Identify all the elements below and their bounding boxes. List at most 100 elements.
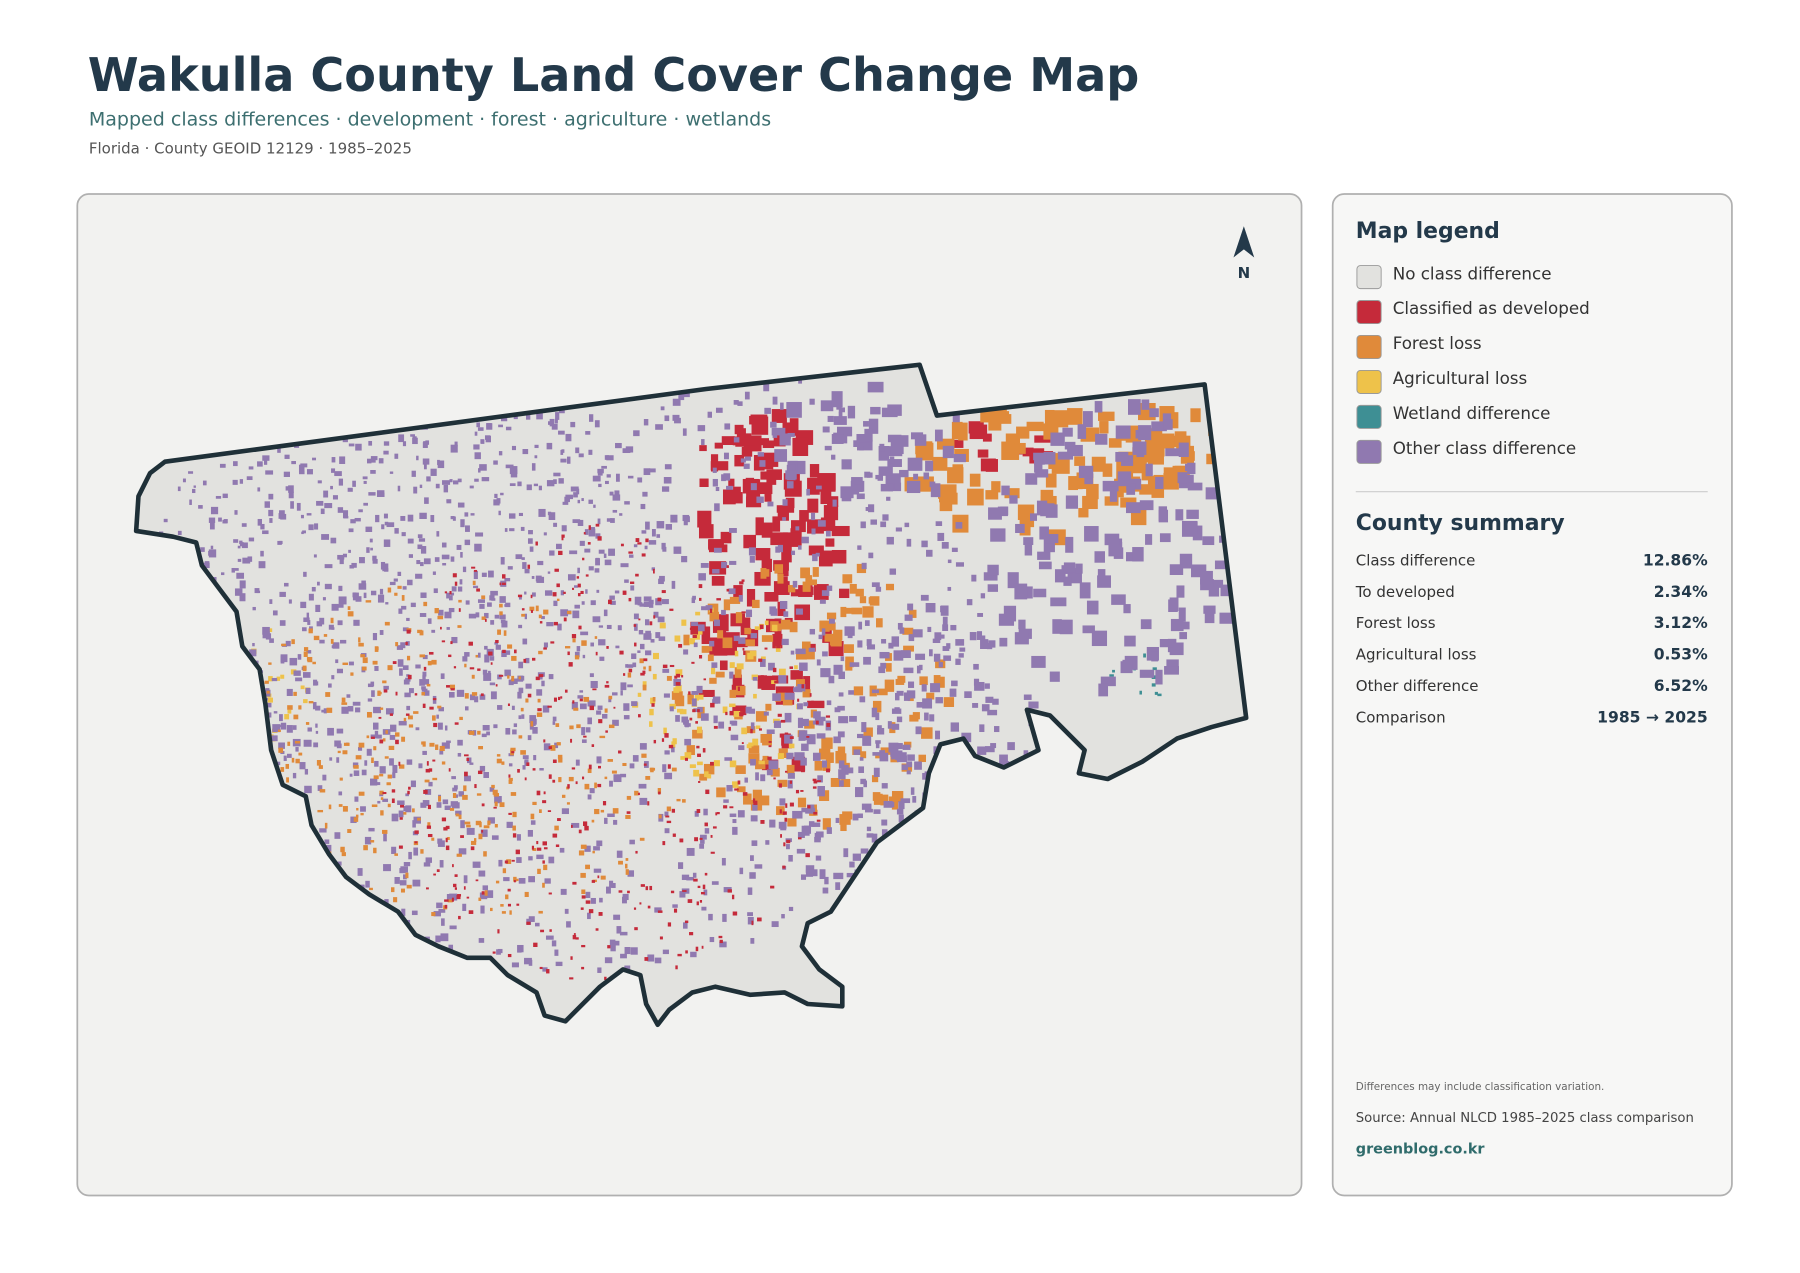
change-patch (934, 429, 943, 442)
change-patch (700, 713, 709, 721)
change-patch (268, 628, 273, 633)
change-patch (812, 822, 821, 827)
change-patch (808, 821, 815, 827)
change-patch (762, 440, 775, 449)
change-patch (642, 670, 646, 674)
change-patch (380, 561, 386, 570)
change-patch (407, 790, 410, 795)
change-patch (441, 554, 450, 560)
change-patch (424, 789, 432, 795)
change-patch (1067, 446, 1079, 454)
change-patch (672, 738, 677, 745)
change-patch (817, 786, 825, 797)
change-patch (626, 811, 631, 814)
change-patch (1139, 484, 1153, 495)
change-patch (750, 938, 755, 944)
change-patch (729, 671, 734, 679)
change-patch (711, 662, 718, 668)
change-patch (715, 486, 720, 492)
change-patch (577, 583, 581, 588)
change-patch (336, 728, 344, 734)
change-patch (334, 832, 341, 839)
change-patch (633, 907, 637, 910)
change-patch (819, 620, 830, 632)
change-patch (751, 920, 754, 926)
change-patch (597, 765, 601, 769)
change-patch (443, 827, 448, 831)
change-patch (332, 495, 338, 500)
change-patch (786, 752, 794, 760)
change-patch (368, 827, 375, 832)
change-patch (383, 864, 391, 872)
change-patch (980, 458, 996, 472)
change-patch (885, 663, 892, 672)
change-patch (819, 869, 826, 879)
change-patch (647, 905, 651, 909)
change-patch (1097, 569, 1106, 579)
change-patch (583, 696, 590, 702)
change-patch (760, 820, 765, 824)
change-patch (831, 454, 836, 460)
change-patch (610, 943, 616, 952)
change-patch (1214, 560, 1231, 570)
change-patch (292, 725, 297, 730)
change-patch (379, 588, 384, 595)
change-patch (1184, 521, 1198, 535)
change-patch (355, 755, 362, 760)
change-patch (448, 944, 454, 952)
change-patch (1163, 419, 1173, 430)
change-patch (735, 765, 746, 774)
change-patch (299, 470, 305, 475)
change-patch (799, 612, 809, 620)
change-patch (528, 959, 533, 966)
change-patch (619, 650, 624, 655)
change-patch (338, 478, 344, 486)
change-patch (780, 402, 784, 410)
change-patch (615, 473, 620, 482)
change-patch (1023, 537, 1034, 546)
change-patch (548, 512, 556, 520)
change-patch (444, 805, 451, 811)
change-patch (733, 590, 742, 599)
change-patch (799, 718, 809, 727)
change-patch (410, 602, 416, 608)
change-patch (656, 521, 665, 529)
change-patch (324, 839, 330, 844)
change-patch (360, 812, 364, 816)
change-patch (1079, 582, 1091, 599)
change-patch (630, 947, 638, 955)
change-patch (405, 713, 410, 716)
change-patch (627, 890, 630, 894)
change-patch (347, 706, 354, 712)
change-patch (248, 537, 255, 542)
change-patch (661, 599, 669, 605)
change-patch (721, 857, 726, 866)
change-patch (670, 514, 678, 523)
change-patch (241, 542, 248, 549)
change-patch (755, 760, 766, 770)
change-patch (696, 745, 700, 749)
change-patch (448, 768, 451, 772)
change-patch (548, 856, 555, 864)
change-patch (761, 558, 772, 573)
change-patch (1033, 452, 1047, 461)
change-patch (691, 661, 695, 664)
change-patch (572, 519, 581, 524)
change-patch (767, 501, 774, 507)
change-patch (539, 768, 544, 771)
change-patch (873, 793, 883, 805)
change-patch (511, 655, 517, 661)
change-patch (1219, 612, 1233, 624)
change-patch (382, 798, 389, 802)
change-patch (859, 446, 864, 451)
change-patch (342, 510, 349, 518)
change-patch (326, 707, 333, 713)
change-patch (464, 652, 470, 657)
change-patch (535, 541, 538, 546)
change-patch (452, 480, 459, 485)
change-patch (606, 455, 614, 461)
change-patch (540, 929, 545, 933)
change-patch (561, 525, 567, 532)
change-patch (493, 460, 498, 465)
